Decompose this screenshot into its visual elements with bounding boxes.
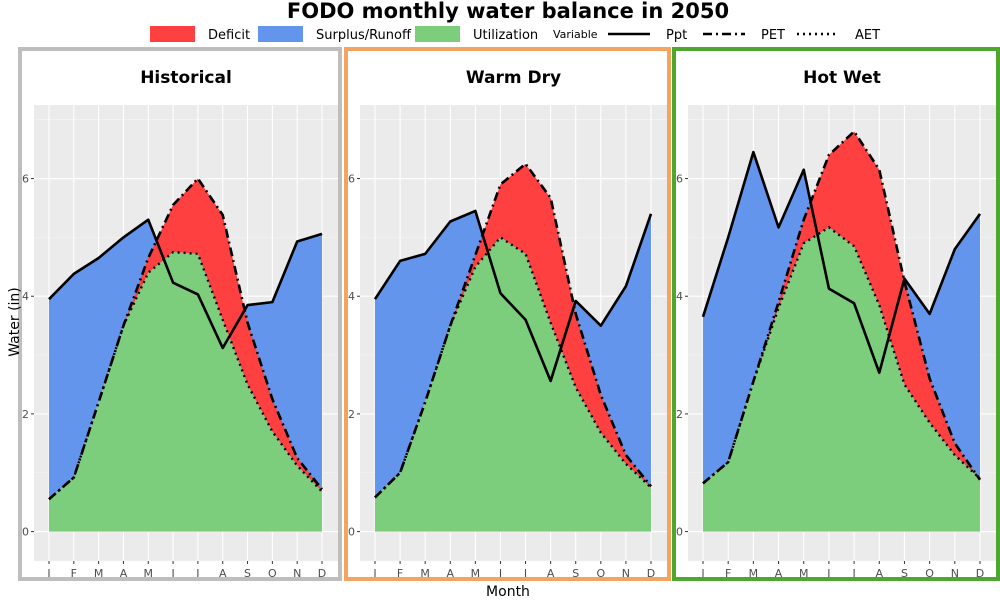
x-tick-label: A — [876, 567, 884, 580]
legend-swatch — [150, 26, 195, 42]
panel-border — [344, 47, 671, 581]
chart-title: FODO monthly water balance in 2050 — [287, 0, 729, 23]
x-tick-label: O — [596, 567, 605, 580]
x-tick-label: J — [826, 567, 830, 580]
x-tick-label: J — [195, 567, 199, 580]
x-tick-label: J — [372, 567, 376, 580]
x-tick-label: M — [749, 567, 759, 580]
ppt-line — [701, 150, 982, 375]
legend-title: Variable — [553, 28, 598, 41]
surplus-area — [49, 219, 322, 500]
aet-line — [374, 235, 652, 499]
deficit-area — [49, 178, 322, 500]
x-tick-label: A — [775, 567, 783, 580]
y-tick-label: 2 — [676, 408, 683, 421]
panel-title: Historical — [140, 68, 232, 88]
facet-panel: 0 2 4 6 J F M A M J J A S O N D Hot Wet — [672, 47, 1000, 581]
y-tick-label: 0 — [676, 526, 683, 539]
legend-label: Utilization — [473, 28, 538, 43]
x-tick-label: S — [572, 567, 579, 580]
x-tick-label: A — [219, 567, 227, 580]
x-tick-label: J — [523, 567, 527, 580]
legend-label: PET — [761, 28, 785, 43]
y-tick-label: 4 — [676, 290, 683, 303]
y-tick-label: 2 — [22, 408, 29, 421]
y-tick-label: 6 — [348, 173, 355, 186]
x-tick-label: F — [71, 567, 77, 580]
ppt-line — [48, 218, 323, 350]
y-tick-label: 0 — [22, 526, 29, 539]
x-tick-label: O — [268, 567, 277, 580]
y-tick-label: 6 — [676, 173, 683, 186]
x-tick-label: S — [244, 567, 251, 580]
y-tick-label: 4 — [348, 290, 355, 303]
x-tick-label: F — [725, 567, 731, 580]
x-tick-label: D — [647, 567, 655, 580]
x-axis-title: Month — [486, 584, 530, 600]
deficit-area — [703, 131, 980, 484]
legend-swatch — [415, 26, 460, 42]
x-tick-label: A — [447, 567, 455, 580]
x-tick-label: M — [420, 567, 430, 580]
x-tick-label: J — [700, 567, 704, 580]
aet-line — [702, 225, 981, 485]
surplus-area — [375, 210, 651, 498]
legend-label: Ppt — [666, 28, 687, 43]
legend: Deficit Surplus/Runoff Utilization Variable… — [150, 26, 880, 43]
legend-label: Deficit — [208, 28, 250, 43]
x-tick-label: N — [951, 567, 959, 580]
x-tick-label: S — [901, 567, 908, 580]
x-tick-label: M — [799, 567, 809, 580]
utilization-area — [375, 237, 651, 532]
y-tick-label: 2 — [348, 408, 355, 421]
deficit-area — [375, 163, 651, 498]
x-tick-label: J — [46, 567, 50, 580]
x-tick-label: M — [94, 567, 104, 580]
panel-title: Hot Wet — [803, 68, 881, 88]
panels: 0 2 4 6 J F M A M J J A S O N D Historical 0 2 4 6 J F M A M J J A S O… — [18, 47, 1000, 581]
x-tick-label: J — [851, 567, 855, 580]
panel-title: Warm Dry — [466, 68, 561, 88]
x-tick-label: F — [397, 567, 403, 580]
x-tick-label: J — [498, 567, 502, 580]
surplus-area — [703, 152, 980, 484]
panel-border — [672, 47, 1000, 581]
legend-label: Surplus/Runoff — [316, 28, 412, 43]
legend-swatch — [258, 26, 303, 42]
panel-border — [18, 47, 342, 581]
x-tick-label: N — [622, 567, 630, 580]
y-tick-label: 6 — [22, 173, 29, 186]
facet-panel: 0 2 4 6 J F M A M J J A S O N D Historical — [18, 47, 342, 581]
x-tick-label: M — [144, 567, 154, 580]
y-axis-title: Water (in) — [7, 287, 23, 357]
x-tick-label: A — [120, 567, 128, 580]
y-tick-label: 0 — [348, 526, 355, 539]
pet-line — [48, 176, 324, 501]
x-tick-label: N — [293, 567, 301, 580]
x-tick-label: A — [547, 567, 555, 580]
legend-label: AET — [855, 28, 880, 43]
utilization-area — [703, 227, 980, 532]
x-tick-label: D — [318, 567, 326, 580]
x-tick-label: J — [170, 567, 174, 580]
facet-panel: 0 2 4 6 J F M A M J J A S O N D Warm Dry — [344, 47, 671, 581]
ppt-line — [373, 209, 653, 383]
x-tick-label: O — [925, 567, 934, 580]
y-tick-label: 4 — [22, 290, 29, 303]
utilization-area — [49, 252, 322, 532]
x-tick-label: M — [471, 567, 481, 580]
x-tick-label: D — [976, 567, 984, 580]
aet-line — [48, 250, 323, 501]
